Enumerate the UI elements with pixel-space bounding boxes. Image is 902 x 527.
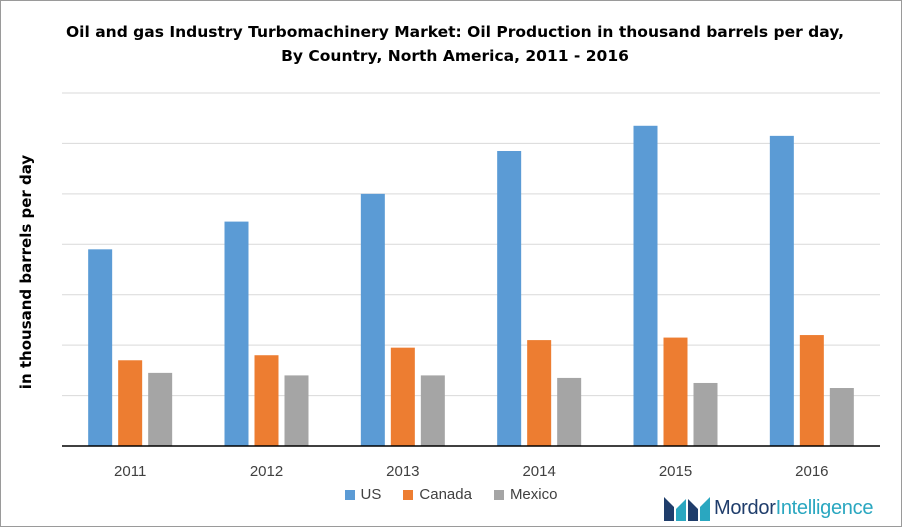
bar-canada-2016 — [799, 335, 824, 446]
logo-text: MordorIntelligence — [714, 497, 873, 520]
logo-text-light: Intelligence — [775, 496, 874, 519]
bar-mexico-2011 — [148, 372, 173, 446]
legend-label: US — [360, 486, 382, 503]
bar-us-2014 — [497, 150, 522, 446]
bar-mexico-2014 — [557, 377, 582, 446]
bars — [88, 125, 854, 447]
x-tick-label: 2015 — [659, 463, 692, 480]
bar-us-2011 — [88, 249, 113, 446]
mordor-intelligence-logo: MordorIntelligence — [664, 495, 873, 521]
legend-label: Canada — [419, 486, 472, 503]
legend-item-canada: Canada — [403, 486, 472, 503]
y-axis-label: in thousand barrels per day — [17, 155, 35, 390]
x-tick-label: 2012 — [250, 463, 283, 480]
legend-item-mexico: Mexico — [493, 486, 558, 503]
x-tick-label: 2013 — [386, 463, 419, 480]
legend-swatch — [403, 489, 414, 500]
bar-canada-2015 — [663, 337, 688, 446]
legend-swatch — [493, 489, 504, 500]
bar-canada-2011 — [118, 360, 143, 446]
bar-mexico-2012 — [284, 375, 309, 446]
bar-us-2015 — [633, 125, 658, 447]
bar-us-2012 — [224, 221, 249, 446]
bar-canada-2014 — [527, 340, 552, 446]
axes: 2011 2012 2013 2014 2015 2016 — [62, 445, 880, 480]
bar-canada-2012 — [254, 355, 279, 446]
bar-us-2013 — [360, 193, 385, 446]
legend-swatch — [344, 489, 355, 500]
bar-mexico-2013 — [420, 375, 445, 446]
legend: US Canada Mexico — [0, 486, 902, 503]
x-tick-label: 2014 — [522, 463, 555, 480]
logo-text-bold: Mordor — [714, 496, 776, 519]
legend-label: Mexico — [509, 486, 558, 503]
bar-mexico-2016 — [829, 388, 854, 446]
gridlines — [62, 92, 880, 397]
legend-item-us: US — [344, 486, 382, 503]
bar-us-2016 — [769, 135, 794, 446]
x-tick-label: 2011 — [114, 463, 146, 480]
bar-mexico-2015 — [693, 382, 718, 446]
x-tick-label: 2016 — [795, 463, 828, 480]
bar-canada-2013 — [390, 347, 415, 446]
chart-title: Oil and gas Industry Turbomachinery Mark… — [66, 23, 844, 65]
logo-mark-icon — [664, 497, 710, 521]
